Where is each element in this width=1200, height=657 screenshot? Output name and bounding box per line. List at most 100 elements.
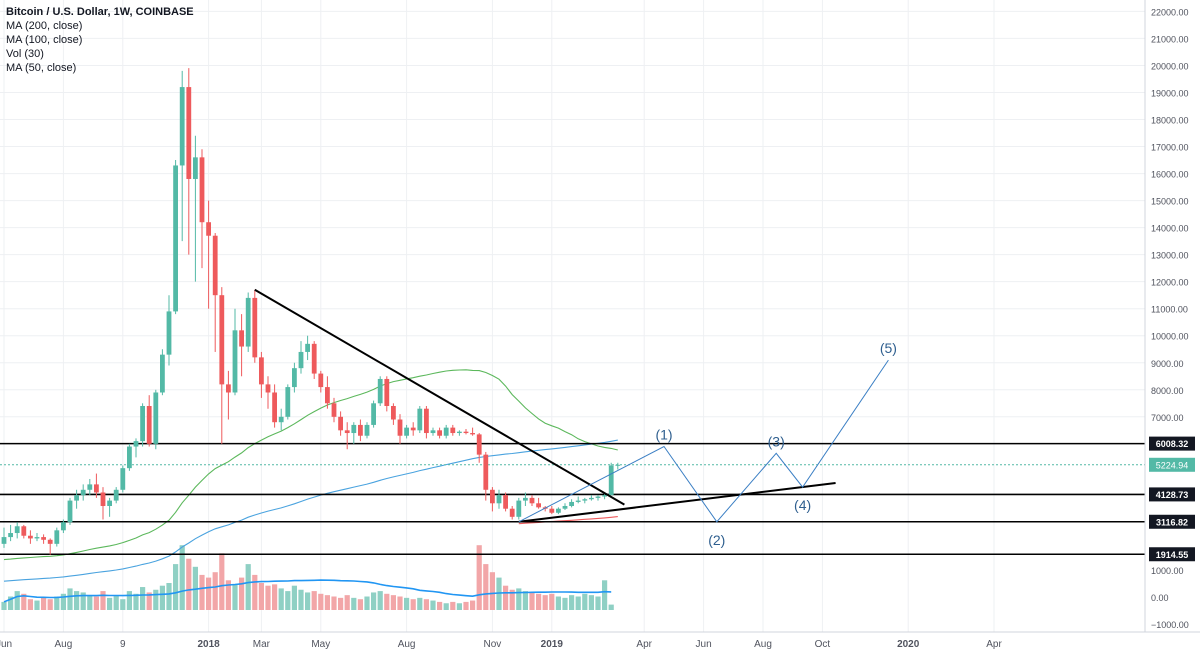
candle-body — [232, 330, 238, 393]
time-tick-label: Aug — [754, 639, 772, 650]
candle-body — [193, 157, 198, 179]
candle-body — [113, 489, 119, 501]
candle-body — [14, 526, 20, 534]
volume-bar — [120, 599, 126, 610]
volume-bar — [87, 595, 93, 610]
volume-bar — [397, 596, 403, 610]
price-tick-label: 21000.00 — [1151, 34, 1189, 44]
volume-bar — [430, 600, 436, 610]
candle-body — [509, 508, 515, 517]
volume-bar — [305, 592, 311, 610]
price-tick-label: 18000.00 — [1151, 116, 1189, 126]
candle-body — [265, 384, 271, 393]
volume-bar — [173, 564, 179, 610]
wave-projection[interactable]: (1) (2) (3) (4) (5) — [518, 340, 897, 548]
candle-body — [377, 378, 383, 404]
level-price-tag — [1149, 487, 1195, 502]
price-tick-label: 20000.00 — [1151, 61, 1189, 71]
volume-bar — [463, 601, 469, 610]
trendline-ascending[interactable] — [518, 482, 836, 523]
volume-bar — [14, 591, 20, 610]
volume-bar — [602, 580, 608, 610]
volume-bar — [450, 601, 456, 610]
volume-bar — [549, 593, 555, 610]
candle-body — [549, 508, 555, 513]
indicator-ma100[interactable]: MA (100, close) — [6, 34, 83, 46]
wave-label: (2) — [708, 532, 725, 548]
last-price-tag — [1149, 457, 1195, 472]
volume-bar — [555, 596, 561, 610]
price-tick-label: 12000.00 — [1151, 278, 1189, 288]
candle-body — [424, 408, 429, 434]
volume-bar — [489, 572, 495, 610]
volume-bar — [582, 593, 588, 610]
candle-body — [615, 464, 621, 466]
volume-bar — [8, 596, 14, 610]
indicator-ma50[interactable]: MA (50, close) — [6, 62, 77, 74]
candle-body — [556, 508, 561, 513]
wave-path[interactable] — [518, 359, 889, 523]
price-tick-label: 16000.00 — [1151, 170, 1189, 180]
price-tick-label: 14000.00 — [1151, 224, 1189, 234]
volume-bar — [384, 593, 390, 610]
indicator-vol[interactable]: Vol (30) — [6, 48, 44, 60]
price-tick-label: 22000.00 — [1151, 7, 1189, 17]
candle-body — [358, 424, 363, 436]
wave-label: (3) — [768, 433, 785, 449]
price-tick-label: 10000.00 — [1151, 332, 1189, 342]
volume-bar — [344, 595, 350, 610]
candle-body — [490, 489, 495, 504]
volume-bar — [153, 589, 159, 610]
volume-bar — [291, 585, 297, 610]
volume-bar — [107, 597, 113, 610]
time-tick-label: Jun — [0, 639, 12, 650]
candle-body — [245, 297, 251, 347]
candle-body — [140, 406, 145, 442]
candle-body — [608, 465, 614, 496]
volume-bar — [34, 600, 40, 610]
volume-bar — [562, 597, 568, 610]
candle-body — [344, 430, 350, 434]
price-axis[interactable]: 22000.00 21000.00 20000.00 19000.00 18000.00… — [1144, 0, 1189, 632]
volume-bar — [74, 591, 80, 610]
volume-bar — [159, 585, 165, 610]
candle-body — [120, 468, 126, 490]
volume-bar — [80, 592, 86, 610]
volume-bar — [245, 564, 251, 610]
time-axis[interactable]: Jun Aug 9 2018 Mar May Aug Nov 2019 Apr Jun Aug Oct 2… — [0, 631, 1200, 650]
candle-body — [54, 530, 60, 544]
price-tick-label: 13000.00 — [1151, 251, 1189, 261]
trendline-descending[interactable] — [254, 288, 625, 506]
volume-bar — [608, 604, 614, 610]
ma100-series — [3, 439, 618, 582]
volume-bar — [536, 593, 542, 610]
volume-bar — [239, 577, 245, 610]
price-tick-label: 11000.00 — [1151, 305, 1188, 315]
price-tick-label: 19000.00 — [1151, 88, 1189, 98]
candle-body — [311, 343, 317, 374]
price-tick-label: 8000.00 — [1151, 386, 1184, 396]
candle-body — [8, 533, 13, 538]
volume-bar — [146, 592, 152, 610]
volume-bar — [126, 591, 132, 610]
trendlines[interactable] — [254, 288, 836, 523]
candle-body — [186, 87, 192, 179]
level-price-tag — [1149, 514, 1195, 529]
candle-body — [146, 406, 152, 444]
symbol-title[interactable]: Bitcoin / U.S. Dollar, 1W, COINBASE — [6, 6, 194, 18]
level-price-label: 4128.73 — [1156, 490, 1189, 500]
ma50-series — [3, 369, 618, 561]
candle-body — [529, 497, 535, 504]
chart-legend: Bitcoin / U.S. Dollar, 1W, COINBASE MA (… — [6, 5, 194, 75]
time-tick-label: 2020 — [897, 639, 920, 650]
candle-body — [153, 392, 159, 444]
volume-bar — [199, 574, 205, 610]
volume-tick-label: 1000.00 — [1151, 566, 1184, 576]
candle-body — [47, 539, 53, 544]
volume-bar — [206, 577, 212, 610]
level-price-label: 1914.55 — [1156, 550, 1189, 560]
indicator-ma200[interactable]: MA (200, close) — [6, 20, 83, 32]
candle-body — [536, 503, 541, 508]
